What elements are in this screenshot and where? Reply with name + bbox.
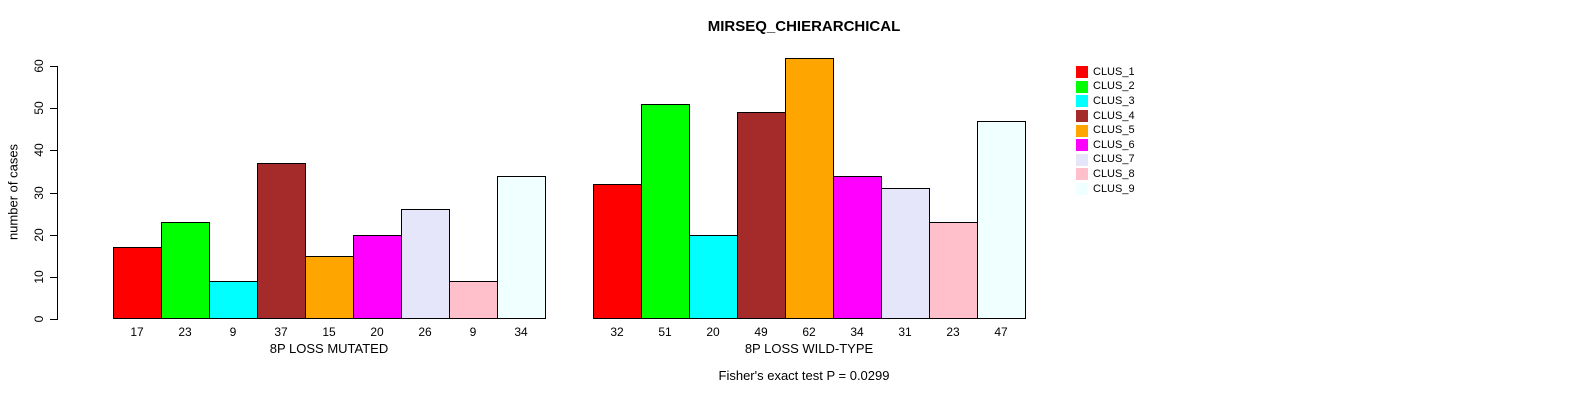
legend-swatch [1076, 95, 1088, 108]
y-tick-mark [50, 150, 57, 152]
legend-item-label: CLUS_2 [1093, 80, 1135, 93]
y-tick-label: 20 [31, 227, 46, 242]
legend-item-label: CLUS_5 [1093, 124, 1135, 137]
bar-value-label: 23 [946, 325, 960, 339]
bar-clus_1 [113, 247, 162, 319]
bar-value-label: 32 [610, 325, 624, 339]
bar-value-label: 62 [802, 325, 816, 339]
y-tick-mark [50, 234, 57, 236]
bar-value-label: 26 [418, 325, 432, 339]
bar-value-label: 9 [469, 325, 477, 339]
bar-clus_8 [929, 222, 978, 319]
legend-swatch [1076, 139, 1088, 152]
y-axis-line [57, 66, 58, 320]
chart-title: MIRSEQ_CHIERARCHICAL [707, 18, 901, 35]
legend-item-label: CLUS_8 [1093, 167, 1135, 180]
y-axis-label: number of cases [5, 143, 21, 241]
legend-swatch [1076, 168, 1088, 181]
legend-item: CLUS_6 [1076, 138, 1135, 153]
legend-item: CLUS_1 [1076, 65, 1135, 80]
bar-clus_4 [257, 162, 306, 319]
legend-item-label: CLUS_6 [1093, 138, 1135, 151]
bar-clus_5 [785, 57, 834, 319]
bar-clus_5 [305, 255, 354, 319]
bar-clus_9 [497, 175, 546, 319]
bar-value-label: 34 [850, 325, 864, 339]
y-tick-label: 50 [31, 101, 46, 115]
legend-item: CLUS_8 [1076, 167, 1135, 182]
bar-value-label: 37 [274, 325, 288, 339]
bar-clus_4 [737, 112, 786, 319]
bar-value-label: 49 [754, 325, 768, 339]
y-tick-mark [50, 276, 57, 278]
legend-swatch [1076, 110, 1088, 123]
bar-value-label: 23 [178, 325, 192, 339]
bar-clus_7 [881, 188, 930, 319]
legend-item-label: CLUS_1 [1093, 65, 1135, 78]
legend-item: CLUS_3 [1076, 94, 1135, 109]
group-label: 8P LOSS WILD-TYPE [744, 341, 874, 356]
y-tick-label: 60 [31, 59, 46, 73]
bar-value-label: 15 [322, 325, 336, 339]
legend-item: CLUS_4 [1076, 109, 1135, 124]
legend: CLUS_1 CLUS_2 CLUS_3 CLUS_4 CLUS_5 CLUS_6 CLUS… [1076, 65, 1135, 196]
legend-swatch [1076, 153, 1088, 166]
y-tick-mark [50, 319, 57, 320]
bar-value-label: 34 [514, 325, 528, 339]
bar-value-label: 47 [994, 325, 1008, 339]
bar-value-label: 20 [370, 325, 384, 339]
y-tick-label: 10 [31, 270, 46, 284]
bar-clus_3 [209, 281, 258, 319]
y-tick-label: 40 [31, 143, 46, 158]
bar-clus_7 [401, 209, 450, 319]
legend-item: CLUS_2 [1076, 80, 1135, 95]
bar-clus_1 [593, 184, 642, 319]
legend-item-label: CLUS_3 [1093, 94, 1135, 107]
y-tick-mark [50, 192, 57, 194]
bar-clus_2 [641, 103, 690, 319]
y-tick-mark [50, 108, 57, 110]
bar-clus_6 [833, 175, 882, 319]
bar-clus_9 [977, 120, 1026, 319]
legend-swatch [1076, 66, 1088, 79]
y-tick-mark [50, 66, 57, 67]
group-label: 8P LOSS MUTATED [269, 341, 389, 356]
legend-item: CLUS_5 [1076, 123, 1135, 138]
legend-swatch [1076, 183, 1088, 196]
bar-value-label: 9 [229, 325, 237, 339]
legend-item-label: CLUS_7 [1093, 153, 1135, 166]
legend-item: CLUS_9 [1076, 182, 1135, 197]
legend-swatch [1076, 124, 1088, 137]
legend-item: CLUS_7 [1076, 153, 1135, 168]
y-tick-label: 0 [31, 315, 46, 323]
bar-clus_2 [161, 222, 210, 319]
fisher-test-annotation: Fisher's exact test P = 0.0299 [718, 368, 890, 383]
bar-value-label: 17 [130, 325, 144, 339]
bar-clus_3 [689, 234, 738, 319]
bar-value-label: 51 [658, 325, 672, 339]
legend-item-label: CLUS_4 [1093, 109, 1135, 122]
y-tick-label: 30 [31, 185, 46, 200]
legend-item-label: CLUS_9 [1093, 182, 1135, 195]
bar-clus_6 [353, 234, 402, 319]
legend-swatch [1076, 80, 1088, 93]
bar-value-label: 31 [898, 325, 912, 339]
bar-value-label: 20 [706, 325, 720, 339]
bar-clus_8 [449, 281, 498, 319]
